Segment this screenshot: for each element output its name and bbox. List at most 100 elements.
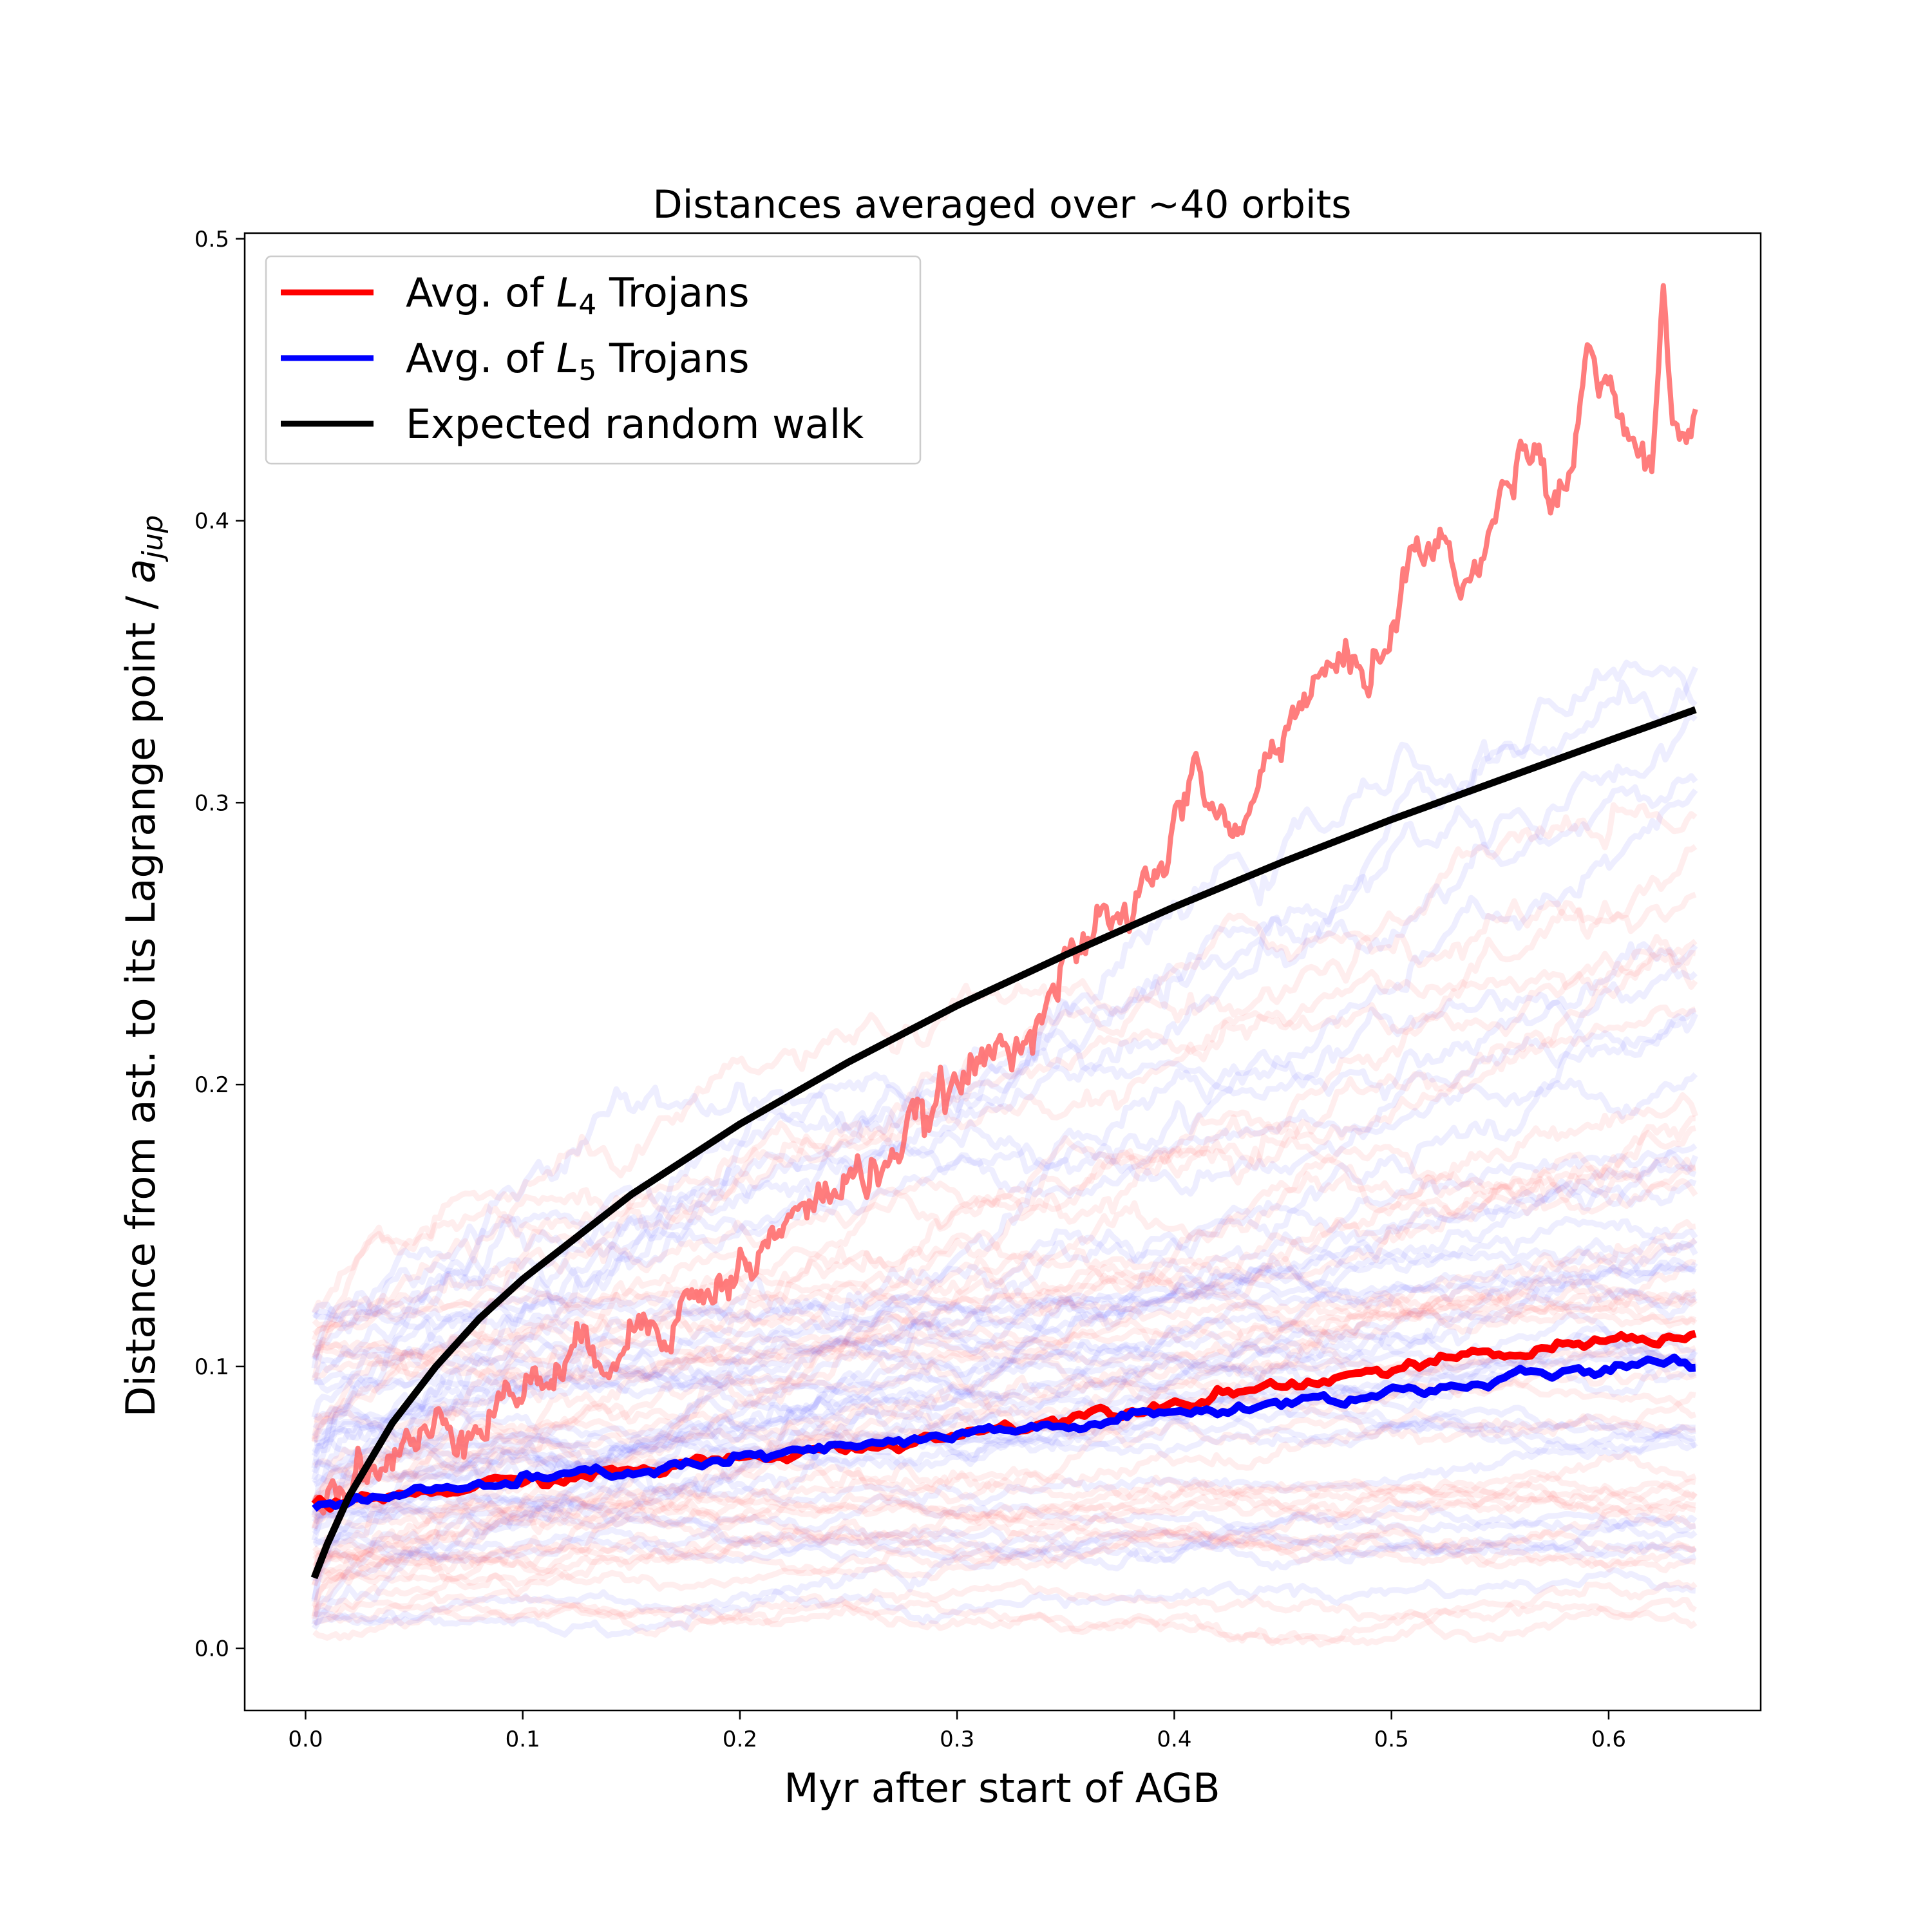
background-trajectory (311, 946, 1696, 1359)
background-trajectory (312, 1143, 1698, 1439)
series-lines (310, 283, 1698, 1580)
series-avg-l5 (312, 1353, 1696, 1512)
y-axis-ticks: 0.0 0.1 0.2 0.3 0.4 0.5 (194, 227, 245, 1662)
background-trajectory (313, 1333, 1697, 1384)
background-trajectory (312, 1321, 1697, 1376)
background-trajectory (313, 1262, 1696, 1331)
y-tick-label: 0.0 (194, 1636, 229, 1662)
background-trajectory (312, 1530, 1697, 1582)
background-trajectory (311, 1072, 1698, 1316)
background-trajectory (312, 1480, 1698, 1525)
background-trajectory (311, 788, 1698, 1541)
series-avg-l4 (311, 1329, 1697, 1513)
background-trajectory (312, 1493, 1698, 1537)
x-axis-label: Myr after start of AGB (784, 1765, 1220, 1812)
x-axis-ticks: 0.0 0.1 0.2 0.3 0.4 0.5 0.6 (288, 1710, 1626, 1752)
x-tick-label: 0.0 (288, 1727, 323, 1752)
y-tick-label: 0.4 (194, 509, 229, 535)
background-trajectory (311, 1219, 1696, 1618)
background-trajectory (312, 1578, 1698, 1642)
background-trajectory (311, 712, 1698, 1469)
background-trajectory (312, 1391, 1696, 1569)
background-trajectory (312, 1287, 1697, 1331)
background-trajectory (311, 941, 1698, 1418)
background-trajectory (311, 1012, 1698, 1602)
background-trajectory (313, 1390, 1696, 1456)
background-trajectory (312, 1278, 1696, 1502)
background-trajectory (311, 773, 1698, 1481)
background-trajectory (312, 1327, 1696, 1372)
background-trajectory (312, 1528, 1697, 1567)
y-tick-label: 0.5 (194, 227, 229, 252)
plot-frame (243, 232, 1762, 1712)
background-trajectory (312, 1597, 1697, 1648)
series-outlier-trajectory (312, 283, 1698, 1516)
background-trajectory (311, 1278, 1698, 1530)
background-trajectory (313, 1405, 1696, 1473)
series-random-walk (310, 706, 1697, 1580)
background-trajectory (312, 1526, 1697, 1571)
y-axis-label: Distance from ast. to its Lagrange point… (117, 515, 169, 1417)
background-trajectories (311, 659, 1699, 1648)
y-axis-label-var: a (117, 559, 164, 583)
background-trajectory (311, 1248, 1698, 1531)
background-trajectory (311, 1008, 1696, 1361)
background-trajectory (311, 1153, 1696, 1530)
background-trajectory (311, 844, 1698, 1381)
background-trajectory (311, 951, 1698, 1577)
background-trajectory (314, 1490, 1696, 1567)
background-trajectory (313, 1215, 1698, 1395)
background-trajectory (312, 1409, 1696, 1474)
background-trajectory (312, 1501, 1696, 1613)
x-tick-label: 0.3 (940, 1727, 974, 1752)
y-axis-label-main: Distance from ast. to its Lagrange point… (117, 583, 164, 1417)
background-trajectory (312, 1491, 1696, 1548)
background-trajectory (312, 1524, 1696, 1592)
background-trajectory (313, 1588, 1698, 1645)
background-trajectory (313, 1519, 1698, 1639)
background-trajectory (313, 1350, 1696, 1401)
background-trajectory (311, 666, 1698, 1516)
y-tick-label: 0.2 (194, 1072, 229, 1098)
background-trajectory (313, 1336, 1698, 1488)
background-trajectory (311, 1125, 1696, 1443)
x-tick-label: 0.2 (723, 1727, 757, 1752)
legend-label-l4: Avg. of L4 Trojans (406, 269, 750, 321)
y-axis-label-sub: jup (137, 515, 169, 562)
legend-label-l5: Avg. of L5 Trojans (406, 335, 750, 387)
chart-title: Distances averaged over ~40 orbits (653, 182, 1352, 227)
legend-frame (265, 255, 922, 465)
background-trajectory (313, 1274, 1698, 1443)
x-tick-label: 0.6 (1591, 1727, 1626, 1752)
background-trajectory (312, 1522, 1697, 1564)
background-trajectory (312, 1450, 1697, 1562)
background-trajectory (311, 802, 1698, 1440)
background-trajectory (311, 1149, 1698, 1474)
background-trajectory (311, 1164, 1696, 1587)
y-tick-label: 0.1 (194, 1354, 229, 1380)
background-trajectory (312, 1286, 1698, 1381)
background-trajectory (314, 1396, 1696, 1454)
background-trajectory (313, 1469, 1698, 1530)
background-trajectory (311, 1237, 1698, 1608)
background-trajectory (311, 1092, 1699, 1444)
background-trajectory (314, 1302, 1698, 1388)
background-trajectory (311, 1178, 1698, 1502)
x-tick-label: 0.5 (1374, 1727, 1409, 1752)
background-trajectory (311, 1236, 1698, 1457)
background-trajectory (311, 1159, 1697, 1582)
legend-label-random-walk: Expected random walk (406, 401, 864, 448)
x-tick-label: 0.1 (506, 1727, 540, 1752)
background-trajectory (314, 1478, 1696, 1580)
background-trajectory (313, 1478, 1696, 1528)
legend: Avg. of L4 Trojans Avg. of L5 Trojans Ex… (265, 255, 922, 465)
background-trajectory (311, 1179, 1697, 1600)
background-trajectory (312, 1256, 1697, 1331)
background-trajectory (313, 1567, 1696, 1625)
y-tick-label: 0.3 (194, 790, 229, 816)
background-trajectory (312, 1271, 1696, 1336)
background-trajectory (312, 1430, 1698, 1524)
background-trajectory (311, 934, 1698, 1314)
x-tick-label: 0.4 (1157, 1727, 1191, 1752)
